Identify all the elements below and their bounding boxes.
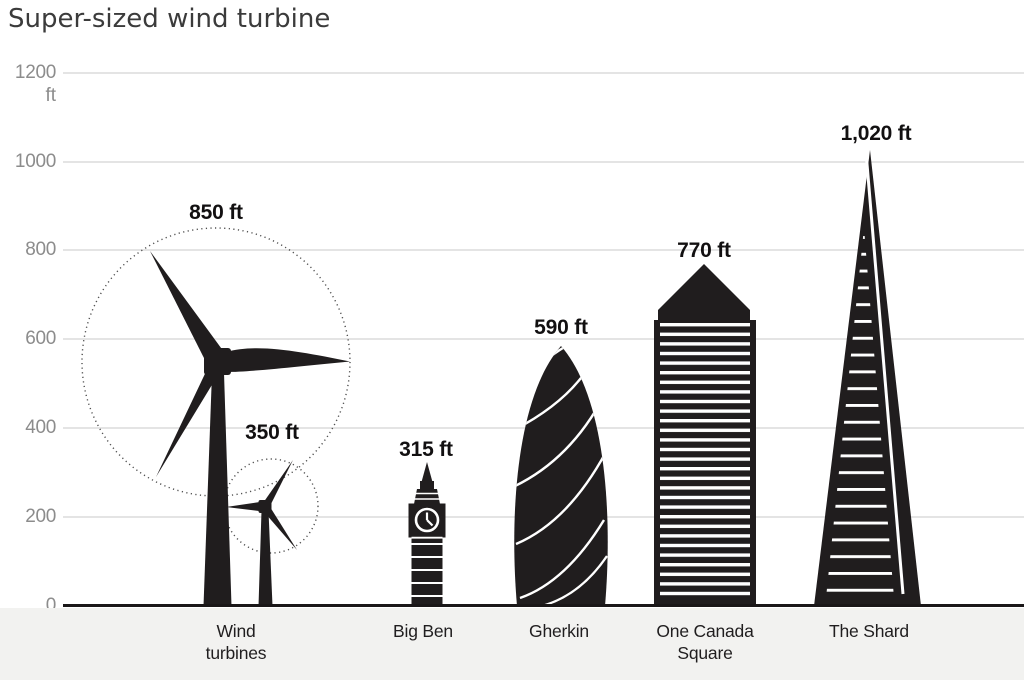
ytick-200: 200 <box>25 506 56 527</box>
y-axis-unit: ft <box>45 85 56 106</box>
chart-title: Super-sized wind turbine <box>8 4 331 34</box>
value-label-small-turbine: 350 ft <box>245 421 299 444</box>
rotor-sweep-circle-large <box>81 227 351 497</box>
value-label-gherkin: 590 ft <box>534 316 588 339</box>
big-ben-illustration <box>408 462 446 606</box>
category-label-wind-turbines: Wind turbines <box>205 621 267 663</box>
value-label-big-ben: 315 ft <box>399 438 453 461</box>
ytick-1200: 1200 <box>14 62 56 83</box>
category-label-gherkin: Gherkin <box>529 621 589 641</box>
ytick-1000: 1000 <box>14 151 56 172</box>
gridline-600 <box>63 338 1024 340</box>
x-axis-line <box>63 604 1024 607</box>
gridline-800 <box>63 249 1024 251</box>
x-axis-footer-band <box>0 608 1024 680</box>
ytick-600: 600 <box>25 328 56 349</box>
category-label-big-ben: Big Ben <box>393 621 453 641</box>
gridline-1200 <box>63 72 1024 74</box>
big-ben-spire <box>421 462 433 482</box>
gherkin-illustration <box>514 346 608 606</box>
category-label-the-shard: The Shard <box>829 621 909 641</box>
gridline-1000 <box>63 161 1024 163</box>
one-canada-square-illustration <box>654 264 756 606</box>
the-shard-facet-line <box>864 151 905 595</box>
category-label-one-canada-square: One Canada Square <box>656 621 754 663</box>
ytick-400: 400 <box>25 417 56 438</box>
big-ben-clock-face <box>414 507 440 533</box>
wind-turbine-small-icon <box>226 460 297 606</box>
ytick-800: 800 <box>25 239 56 260</box>
one-canada-square-pyramid-roof <box>658 264 750 320</box>
value-label-one-canada-square: 770 ft <box>677 239 731 262</box>
the-shard-illustration <box>814 150 921 606</box>
wind-turbines-illustration <box>81 227 351 606</box>
wind-turbine-large-icon <box>150 251 350 606</box>
value-label-the-shard: 1,020 ft <box>840 122 912 145</box>
ytick-0: 0 <box>45 595 57 616</box>
value-label-large-turbine: 850 ft <box>189 201 243 224</box>
